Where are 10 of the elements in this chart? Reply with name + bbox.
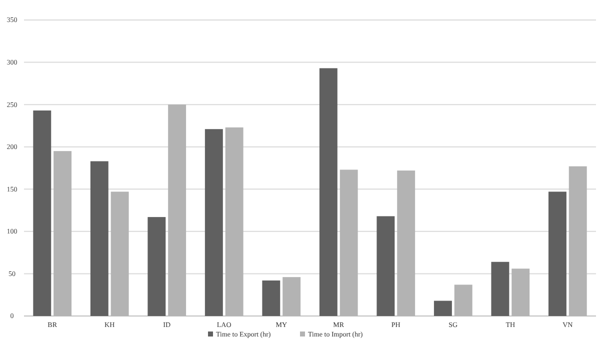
bar (319, 68, 338, 316)
bar (376, 216, 395, 316)
bar (148, 217, 166, 316)
bar (204, 129, 223, 316)
bar (434, 300, 452, 316)
bar (33, 110, 52, 316)
bar (491, 262, 510, 316)
bar (90, 161, 108, 316)
bar (548, 192, 566, 316)
bar (262, 280, 280, 316)
